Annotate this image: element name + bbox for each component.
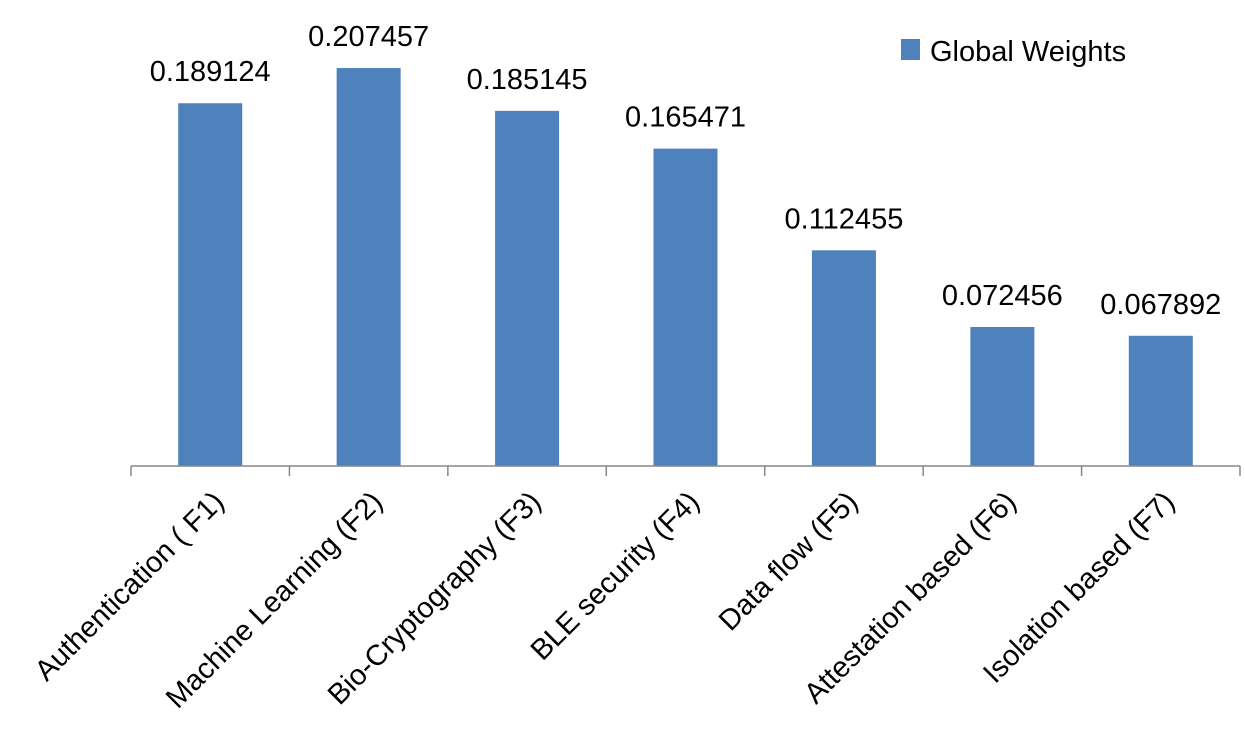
- bar: [970, 327, 1035, 466]
- data-label: 0.072456: [942, 280, 1063, 312]
- x-tick-label: Data flow (F5): [713, 486, 864, 637]
- bar: [1128, 335, 1193, 466]
- data-label: 0.067892: [1100, 289, 1221, 321]
- bar: [495, 110, 560, 467]
- x-tick-labels-layer: Authentication ( F1)Machine Learning (F2…: [29, 486, 1181, 715]
- bars-layer: [178, 68, 1193, 467]
- bar: [811, 250, 876, 466]
- data-label: 0.165471: [625, 102, 746, 134]
- value-labels-layer: 0.189124 0.207457 0.185145 0.165471 0.112455…: [150, 21, 1222, 321]
- legend-swatch: [901, 39, 920, 60]
- data-label: 0.185145: [467, 64, 588, 96]
- data-label: 0.189124: [150, 56, 271, 88]
- legend: Global Weights: [901, 36, 1126, 68]
- bar: [653, 148, 718, 466]
- x-axis: [130, 465, 1241, 476]
- legend-label: Global Weights: [930, 36, 1126, 68]
- bar: [336, 68, 401, 466]
- data-label: 0.112455: [785, 203, 904, 235]
- data-label: 0.207457: [308, 21, 429, 53]
- bar: [178, 103, 243, 467]
- x-tick-label: BLE security (F4): [525, 486, 706, 667]
